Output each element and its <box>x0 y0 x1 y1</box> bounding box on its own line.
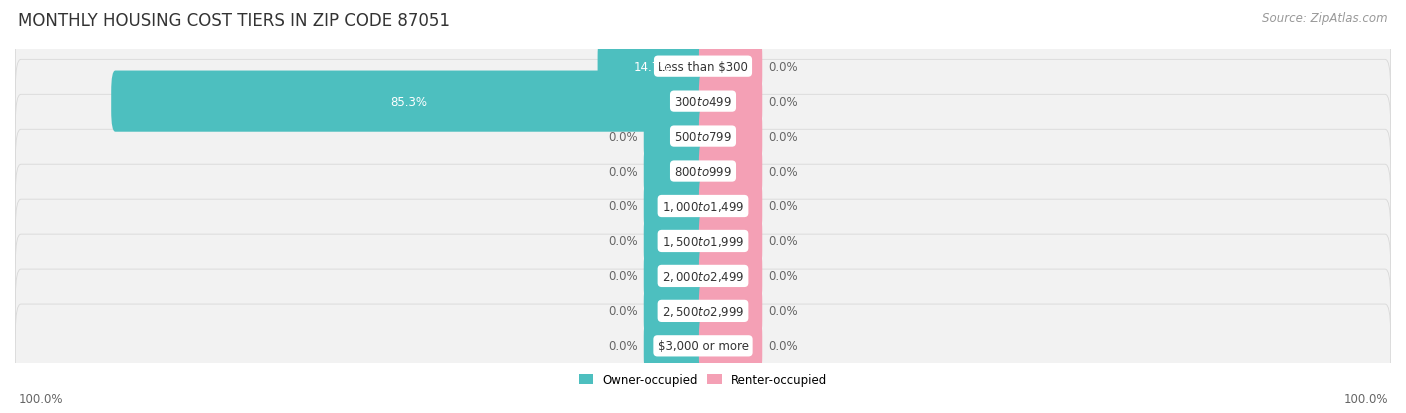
Text: 0.0%: 0.0% <box>769 270 799 283</box>
Text: $500 to $799: $500 to $799 <box>673 130 733 143</box>
Text: 100.0%: 100.0% <box>1343 392 1388 405</box>
Text: $3,000 or more: $3,000 or more <box>658 339 748 352</box>
FancyBboxPatch shape <box>644 246 707 307</box>
Text: 0.0%: 0.0% <box>769 61 799 74</box>
Text: $300 to $499: $300 to $499 <box>673 95 733 108</box>
FancyBboxPatch shape <box>699 246 762 307</box>
Text: 0.0%: 0.0% <box>607 339 637 352</box>
FancyBboxPatch shape <box>644 316 707 377</box>
FancyBboxPatch shape <box>15 25 1391 109</box>
FancyBboxPatch shape <box>699 36 762 97</box>
FancyBboxPatch shape <box>15 269 1391 353</box>
Text: 14.7%: 14.7% <box>634 61 671 74</box>
Text: 0.0%: 0.0% <box>607 235 637 248</box>
Text: $2,500 to $2,999: $2,500 to $2,999 <box>662 304 744 318</box>
FancyBboxPatch shape <box>644 141 707 202</box>
Text: 0.0%: 0.0% <box>607 270 637 283</box>
Text: 0.0%: 0.0% <box>769 95 799 108</box>
Text: $800 to $999: $800 to $999 <box>673 165 733 178</box>
FancyBboxPatch shape <box>15 95 1391 178</box>
Text: 0.0%: 0.0% <box>769 165 799 178</box>
Text: 0.0%: 0.0% <box>769 130 799 143</box>
Text: 0.0%: 0.0% <box>769 305 799 318</box>
FancyBboxPatch shape <box>699 316 762 377</box>
Text: 0.0%: 0.0% <box>769 235 799 248</box>
Text: 0.0%: 0.0% <box>769 339 799 352</box>
FancyBboxPatch shape <box>111 71 707 133</box>
FancyBboxPatch shape <box>644 280 707 342</box>
Text: 0.0%: 0.0% <box>607 200 637 213</box>
Text: 85.3%: 85.3% <box>391 95 427 108</box>
FancyBboxPatch shape <box>15 200 1391 283</box>
FancyBboxPatch shape <box>15 165 1391 248</box>
FancyBboxPatch shape <box>644 106 707 167</box>
Text: 0.0%: 0.0% <box>607 130 637 143</box>
FancyBboxPatch shape <box>699 211 762 272</box>
Text: Source: ZipAtlas.com: Source: ZipAtlas.com <box>1263 12 1388 25</box>
Text: 0.0%: 0.0% <box>607 305 637 318</box>
Text: 0.0%: 0.0% <box>607 165 637 178</box>
FancyBboxPatch shape <box>699 176 762 237</box>
FancyBboxPatch shape <box>699 280 762 342</box>
FancyBboxPatch shape <box>699 71 762 133</box>
Text: MONTHLY HOUSING COST TIERS IN ZIP CODE 87051: MONTHLY HOUSING COST TIERS IN ZIP CODE 8… <box>18 12 450 30</box>
Text: Less than $300: Less than $300 <box>658 61 748 74</box>
FancyBboxPatch shape <box>15 130 1391 213</box>
Text: $1,000 to $1,499: $1,000 to $1,499 <box>662 199 744 214</box>
Text: $2,000 to $2,499: $2,000 to $2,499 <box>662 269 744 283</box>
Text: 100.0%: 100.0% <box>18 392 63 405</box>
FancyBboxPatch shape <box>644 211 707 272</box>
FancyBboxPatch shape <box>699 106 762 167</box>
Legend: Owner-occupied, Renter-occupied: Owner-occupied, Renter-occupied <box>579 373 827 386</box>
FancyBboxPatch shape <box>15 235 1391 318</box>
Text: 0.0%: 0.0% <box>769 200 799 213</box>
FancyBboxPatch shape <box>699 141 762 202</box>
Text: $1,500 to $1,999: $1,500 to $1,999 <box>662 235 744 248</box>
FancyBboxPatch shape <box>644 176 707 237</box>
FancyBboxPatch shape <box>598 36 707 97</box>
FancyBboxPatch shape <box>15 304 1391 388</box>
FancyBboxPatch shape <box>15 60 1391 144</box>
